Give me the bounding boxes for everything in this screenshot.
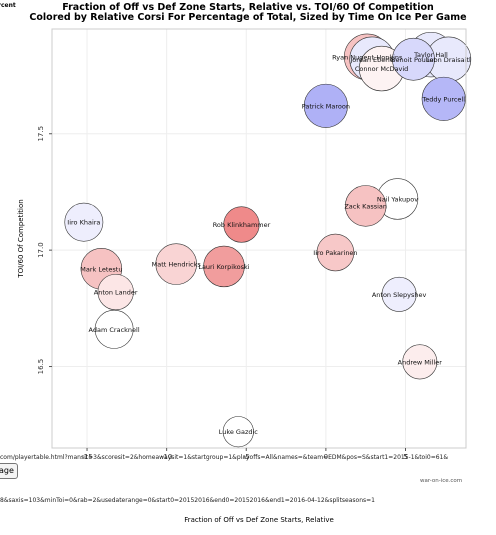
player-label: Matt Hendricks: [152, 261, 202, 269]
player-label: Teddy Purcell: [421, 95, 465, 103]
y-tick-label: 16.5: [37, 359, 45, 375]
player-bubble[interactable]: [223, 206, 260, 243]
y-axis-label: TOI/60 Of Competition: [17, 199, 25, 278]
chart-subtitle: Colored by Relative Corsi For Percentage…: [29, 12, 467, 23]
player-label: Connor McDavid: [355, 65, 408, 73]
player-label: Lauri Korpikoski: [198, 263, 249, 271]
player-label: Adam Cracknell: [89, 326, 140, 334]
player-bubble[interactable]: [421, 76, 466, 121]
x-tick-label: 5: [403, 453, 407, 461]
player-label: Anton Lander: [94, 289, 138, 297]
player-bubble[interactable]: [381, 276, 417, 312]
player-label: Mark Letestu: [80, 265, 122, 273]
player-bubble[interactable]: [303, 83, 348, 128]
x-axis-label: Fraction of Off vs Def Zone Starts, Rela…: [184, 516, 334, 524]
player-label: Iiro Khaira: [67, 219, 100, 227]
x-tick-label: -10: [161, 453, 172, 461]
url-text-line-2[interactable]: 8&saxis=103&minToi=0&rab=2&usedaterange=…: [0, 497, 375, 504]
player-label: Iiro Pakarinen: [313, 249, 357, 257]
player-bubble[interactable]: [203, 245, 245, 288]
grid-layer: [52, 29, 466, 448]
player-label: Anton Slepyshev: [372, 291, 427, 299]
y-tick-label: 17.5: [37, 126, 45, 142]
player-label: Luke Gazdic: [219, 428, 259, 436]
player-bubble[interactable]: [402, 344, 438, 380]
player-bubble[interactable]: [155, 243, 197, 285]
bubble-layer: [64, 31, 472, 448]
player-label: Benoit Pouliot: [391, 56, 436, 64]
player-bubble[interactable]: [97, 273, 134, 311]
player-label: Patrick Maroon: [302, 102, 350, 110]
overlay-button[interactable]: age: [0, 463, 18, 479]
y-tick-label: 17.0: [37, 242, 45, 258]
axis-layer: -15 -10 -5 0 5 16.5 17.0 17.5: [37, 126, 408, 461]
player-bubble[interactable]: [222, 416, 254, 448]
x-tick-label: 0: [324, 453, 328, 461]
player-bubble[interactable]: [392, 37, 435, 81]
x-tick-label: -15: [81, 453, 92, 461]
player-label: Taylor Hall: [413, 51, 448, 59]
chart-title: Fraction of Off vs Def Zone Starts, Rela…: [62, 2, 434, 13]
url-text-line-1[interactable]: com/playertable.html?mansit=3&scoresit=2…: [0, 454, 449, 461]
player-label: Andrew Miller: [398, 358, 443, 366]
credit-text: war-on-ice.com: [420, 478, 463, 484]
player-label: Nail Yakupov: [377, 195, 418, 203]
x-tick-label: -5: [243, 453, 250, 461]
player-bubble[interactable]: [94, 309, 134, 349]
player-label: Jordan Eberle: [349, 56, 393, 64]
plot-frame: [51, 28, 467, 449]
player-bubble[interactable]: [64, 202, 104, 242]
player-label: Ryan Nugent-Hopkins: [332, 53, 403, 61]
player-bubble[interactable]: [316, 233, 355, 272]
player-label: Leon Draisaitl: [426, 56, 471, 64]
player-label: Zack Kassian: [344, 202, 387, 210]
player-bubble[interactable]: [344, 185, 387, 227]
player-label: Rob Klinkhammer: [213, 221, 271, 229]
legend-fragment: rcent: [0, 2, 16, 9]
